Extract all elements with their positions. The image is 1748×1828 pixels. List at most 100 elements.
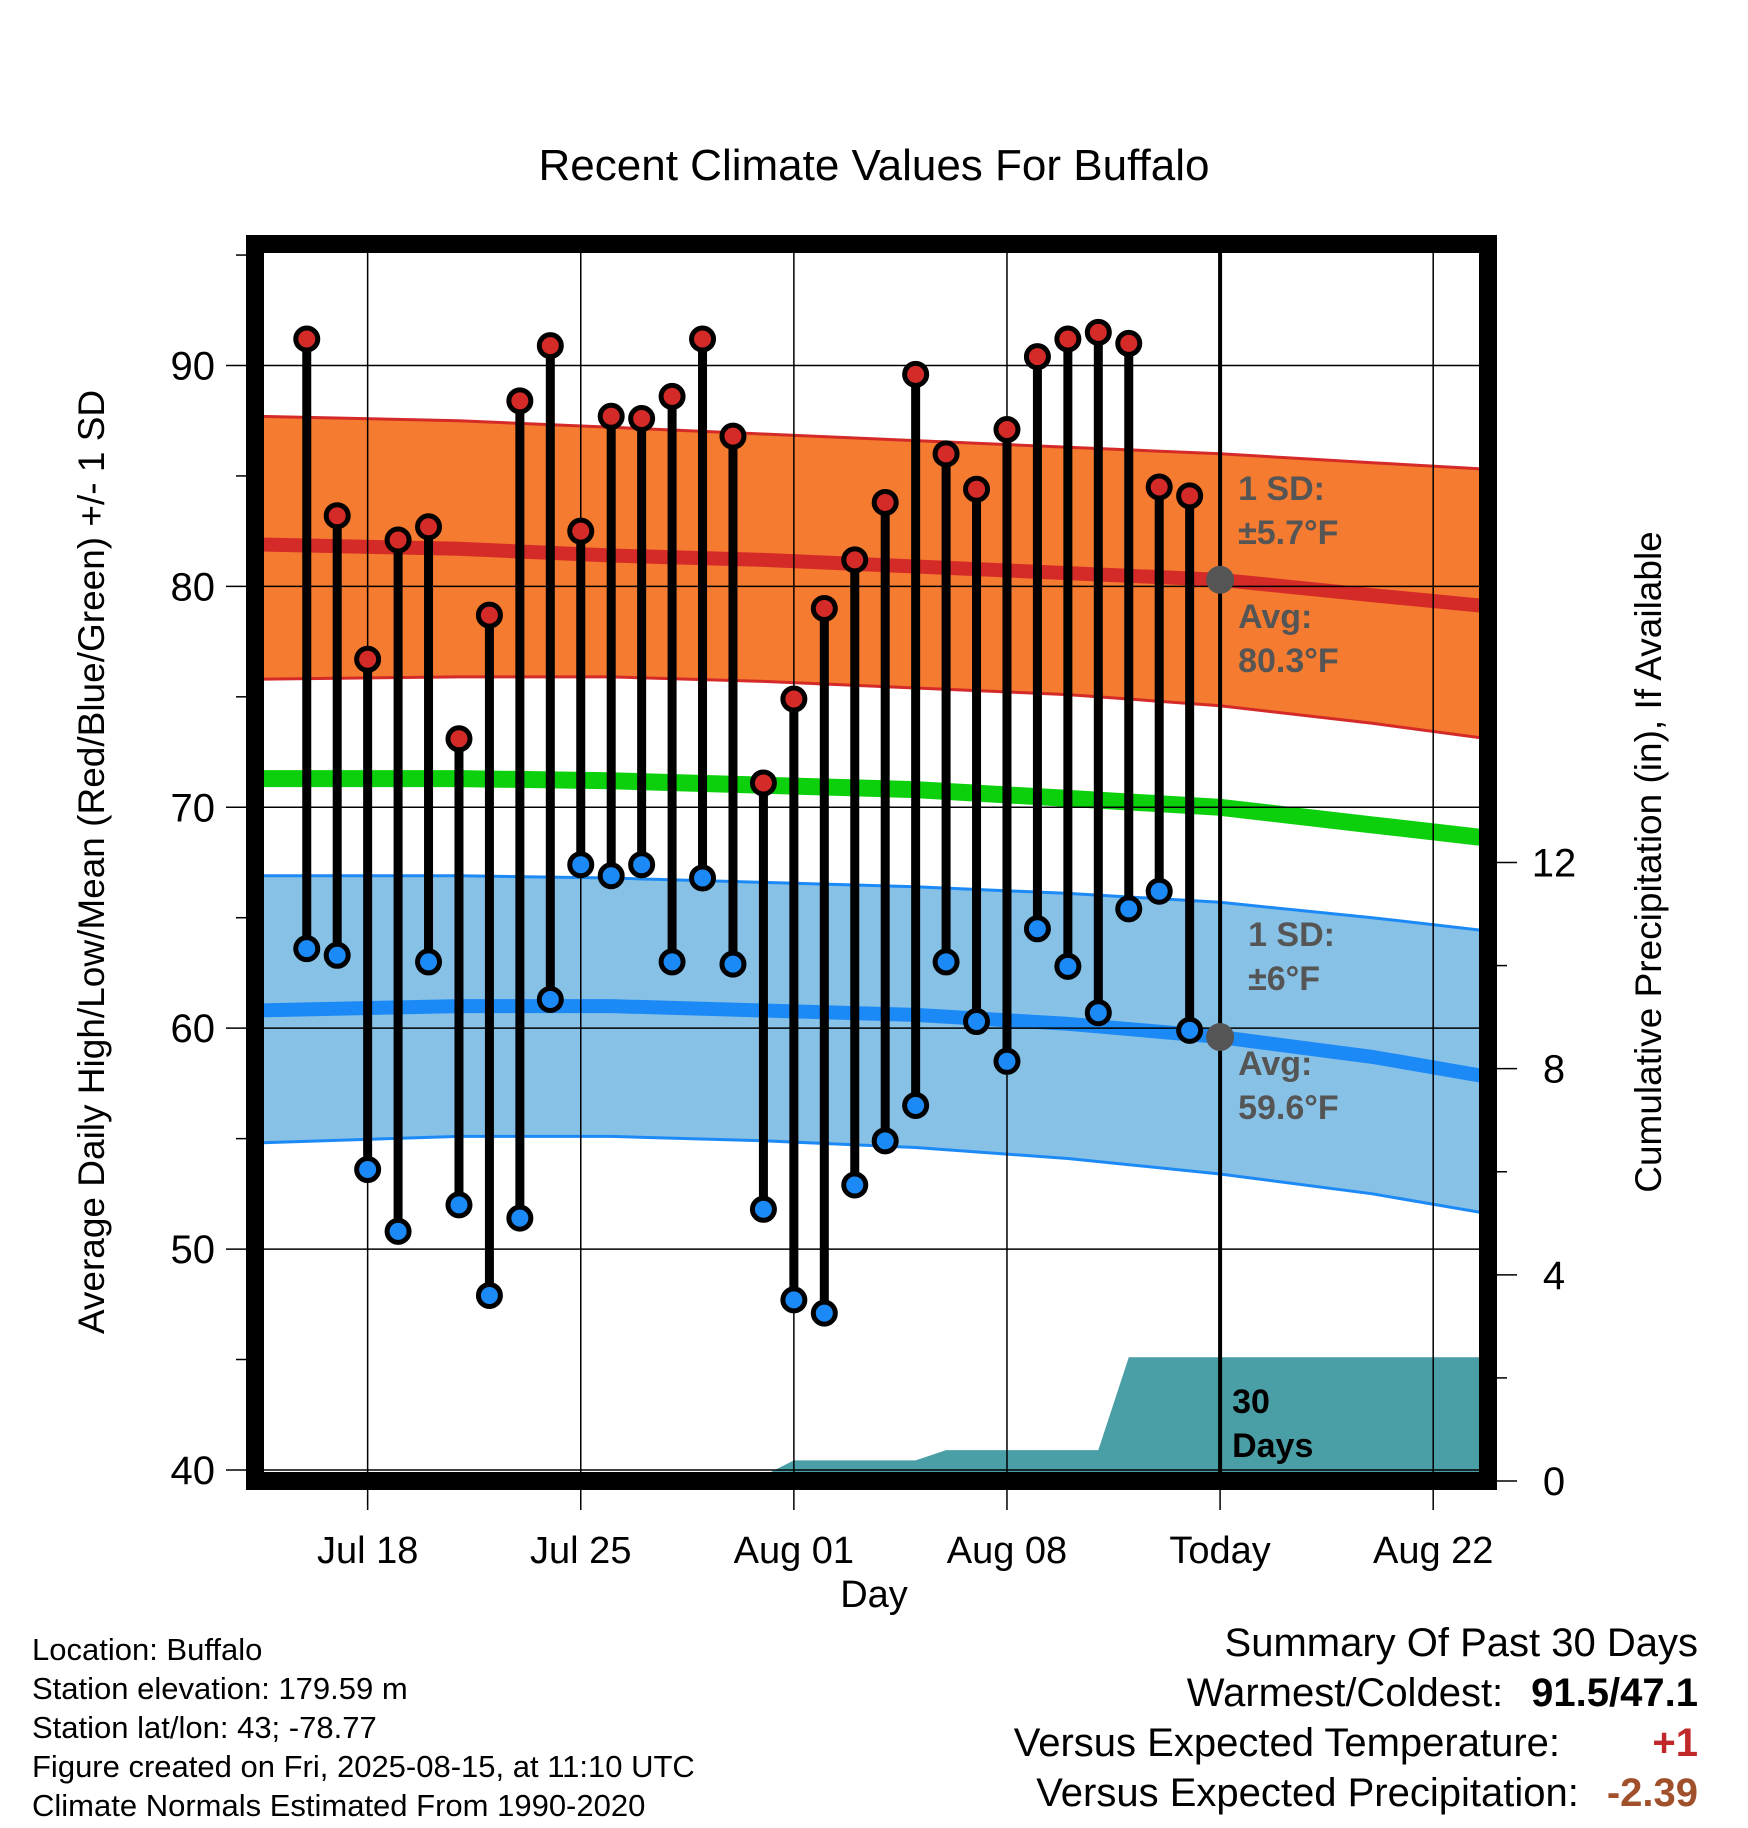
latlon-text: Station lat/lon: 43; -78.77 [32, 1710, 377, 1745]
high-sd-value: ±5.7°F [1238, 514, 1338, 552]
daily-high-point [536, 332, 564, 360]
created-text: Figure created on Fri, 2025-08-15, at 11… [32, 1749, 695, 1784]
daily-high-point [506, 387, 534, 415]
daily-low-point [1176, 1016, 1204, 1044]
daily-high-point [871, 488, 899, 516]
daily-low-point [1084, 999, 1112, 1027]
daily-low-point [902, 1091, 930, 1119]
daily-low-point [749, 1195, 777, 1223]
daily-high-point [841, 546, 869, 574]
temp-value: +1 [1652, 1721, 1698, 1765]
daily-low-point [384, 1217, 412, 1245]
low-avg-label: Avg: [1238, 1045, 1312, 1083]
warmest-row: Warmest/Coldest: 91.5/47.1 [1014, 1668, 1698, 1718]
daily-low-point [841, 1171, 869, 1199]
daily-high-point [993, 416, 1021, 444]
daily-low-point [354, 1156, 382, 1184]
precip-area [255, 1357, 1488, 1481]
daily-high-point [384, 526, 412, 554]
summary-panel: Summary Of Past 30 Days Warmest/Coldest:… [1014, 1618, 1698, 1818]
y2-tick-label: 0 [1543, 1460, 1565, 1504]
x-tick-label: Today [1169, 1530, 1270, 1572]
x-tick-label: Aug 08 [947, 1530, 1067, 1572]
y-tick-label: 60 [171, 1007, 216, 1051]
daily-low-point [1145, 877, 1173, 905]
low-sd-band [255, 875, 1488, 1214]
daily-high-point [689, 325, 717, 353]
daily-low-point [871, 1127, 899, 1155]
daily-high-point [567, 517, 595, 545]
daily-high-point [415, 513, 443, 541]
high-sd-label: 1 SD: [1238, 470, 1325, 508]
daily-high-point [293, 325, 321, 353]
today-low-avg-marker [1206, 1023, 1235, 1052]
y-axis-label: Average Daily High/Low/Mean (Red/Blue/Gr… [71, 390, 112, 1334]
x-tick-label: Jul 25 [530, 1530, 631, 1572]
daily-high-point [1023, 343, 1051, 371]
precip-days-label: Days [1232, 1427, 1313, 1465]
x-tick-label: Jul 18 [317, 1530, 418, 1572]
daily-low-point [932, 948, 960, 976]
daily-low-point [810, 1299, 838, 1327]
daily-high-point [963, 475, 991, 503]
plot-area [255, 244, 1488, 1481]
daily-low-point [993, 1047, 1021, 1075]
daily-low-point [293, 935, 321, 963]
y-tick-label: 90 [171, 344, 216, 388]
daily-high-point [719, 422, 747, 450]
x-tick-label: Aug 22 [1373, 1530, 1493, 1572]
daily-low-point [597, 862, 625, 890]
daily-high-point [1115, 329, 1143, 357]
daily-low-point [415, 948, 443, 976]
daily-high-point [445, 725, 473, 753]
y-tick-label: 70 [171, 786, 216, 830]
daily-high-point [1084, 318, 1112, 346]
daily-high-point [780, 685, 808, 713]
daily-high-point [597, 402, 625, 430]
daily-low-point [567, 851, 595, 879]
temp-row: Versus Expected Temperature: +1 [1014, 1718, 1698, 1768]
warmest-label: Warmest/Coldest: [1186, 1671, 1504, 1715]
location-text: Location: Buffalo [32, 1632, 263, 1667]
elevation-text: Station elevation: 179.59 m [32, 1671, 408, 1706]
y2-axis-label: Cumulative Precipitation (in), If Availa… [1628, 531, 1669, 1193]
daily-low-point [475, 1281, 503, 1309]
temp-label: Versus Expected Temperature: [1013, 1721, 1560, 1765]
daily-low-point [1023, 915, 1051, 943]
precip-label: Versus Expected Precipitation: [1036, 1771, 1579, 1815]
daily-high-point [628, 405, 656, 433]
daily-low-point [323, 941, 351, 969]
high-avg-value: 80.3°F [1238, 642, 1339, 680]
daily-high-point [1145, 473, 1173, 501]
y2-tick-label: 4 [1543, 1254, 1565, 1298]
daily-high-point [323, 502, 351, 530]
chart-title: Recent Climate Values For Buffalo [539, 141, 1210, 190]
y-tick-label: 80 [171, 565, 216, 609]
y-tick-label: 40 [171, 1449, 216, 1493]
low-avg-value: 59.6°F [1238, 1089, 1339, 1127]
y-tick-label: 50 [171, 1228, 216, 1272]
low-sd-value: ±6°F [1248, 960, 1320, 998]
daily-low-point [1054, 952, 1082, 980]
daily-high-point [902, 360, 930, 388]
daily-low-point [506, 1204, 534, 1232]
precip-value: -2.39 [1606, 1771, 1698, 1815]
daily-low-point [445, 1191, 473, 1219]
warmest-value: 91.5/47.1 [1531, 1671, 1698, 1715]
daily-low-point [1115, 895, 1143, 923]
today-high-avg-marker [1206, 565, 1235, 594]
y2-tick-label: 8 [1543, 1048, 1565, 1092]
daily-high-point [1054, 325, 1082, 353]
normal-mean-line [255, 770, 1488, 847]
daily-high-point [932, 440, 960, 468]
low-sd-lower-edge [255, 1134, 1488, 1216]
daily-low-point [658, 948, 686, 976]
daily-high-point [810, 594, 838, 622]
daily-low-point [536, 985, 564, 1013]
daily-high-point [354, 645, 382, 673]
high-sd-band [255, 416, 1488, 739]
daily-high-point [749, 769, 777, 797]
x-axis-label: Day [840, 1574, 908, 1616]
x-tick-label: Aug 01 [734, 1530, 854, 1572]
high-avg-label: Avg: [1238, 598, 1312, 636]
